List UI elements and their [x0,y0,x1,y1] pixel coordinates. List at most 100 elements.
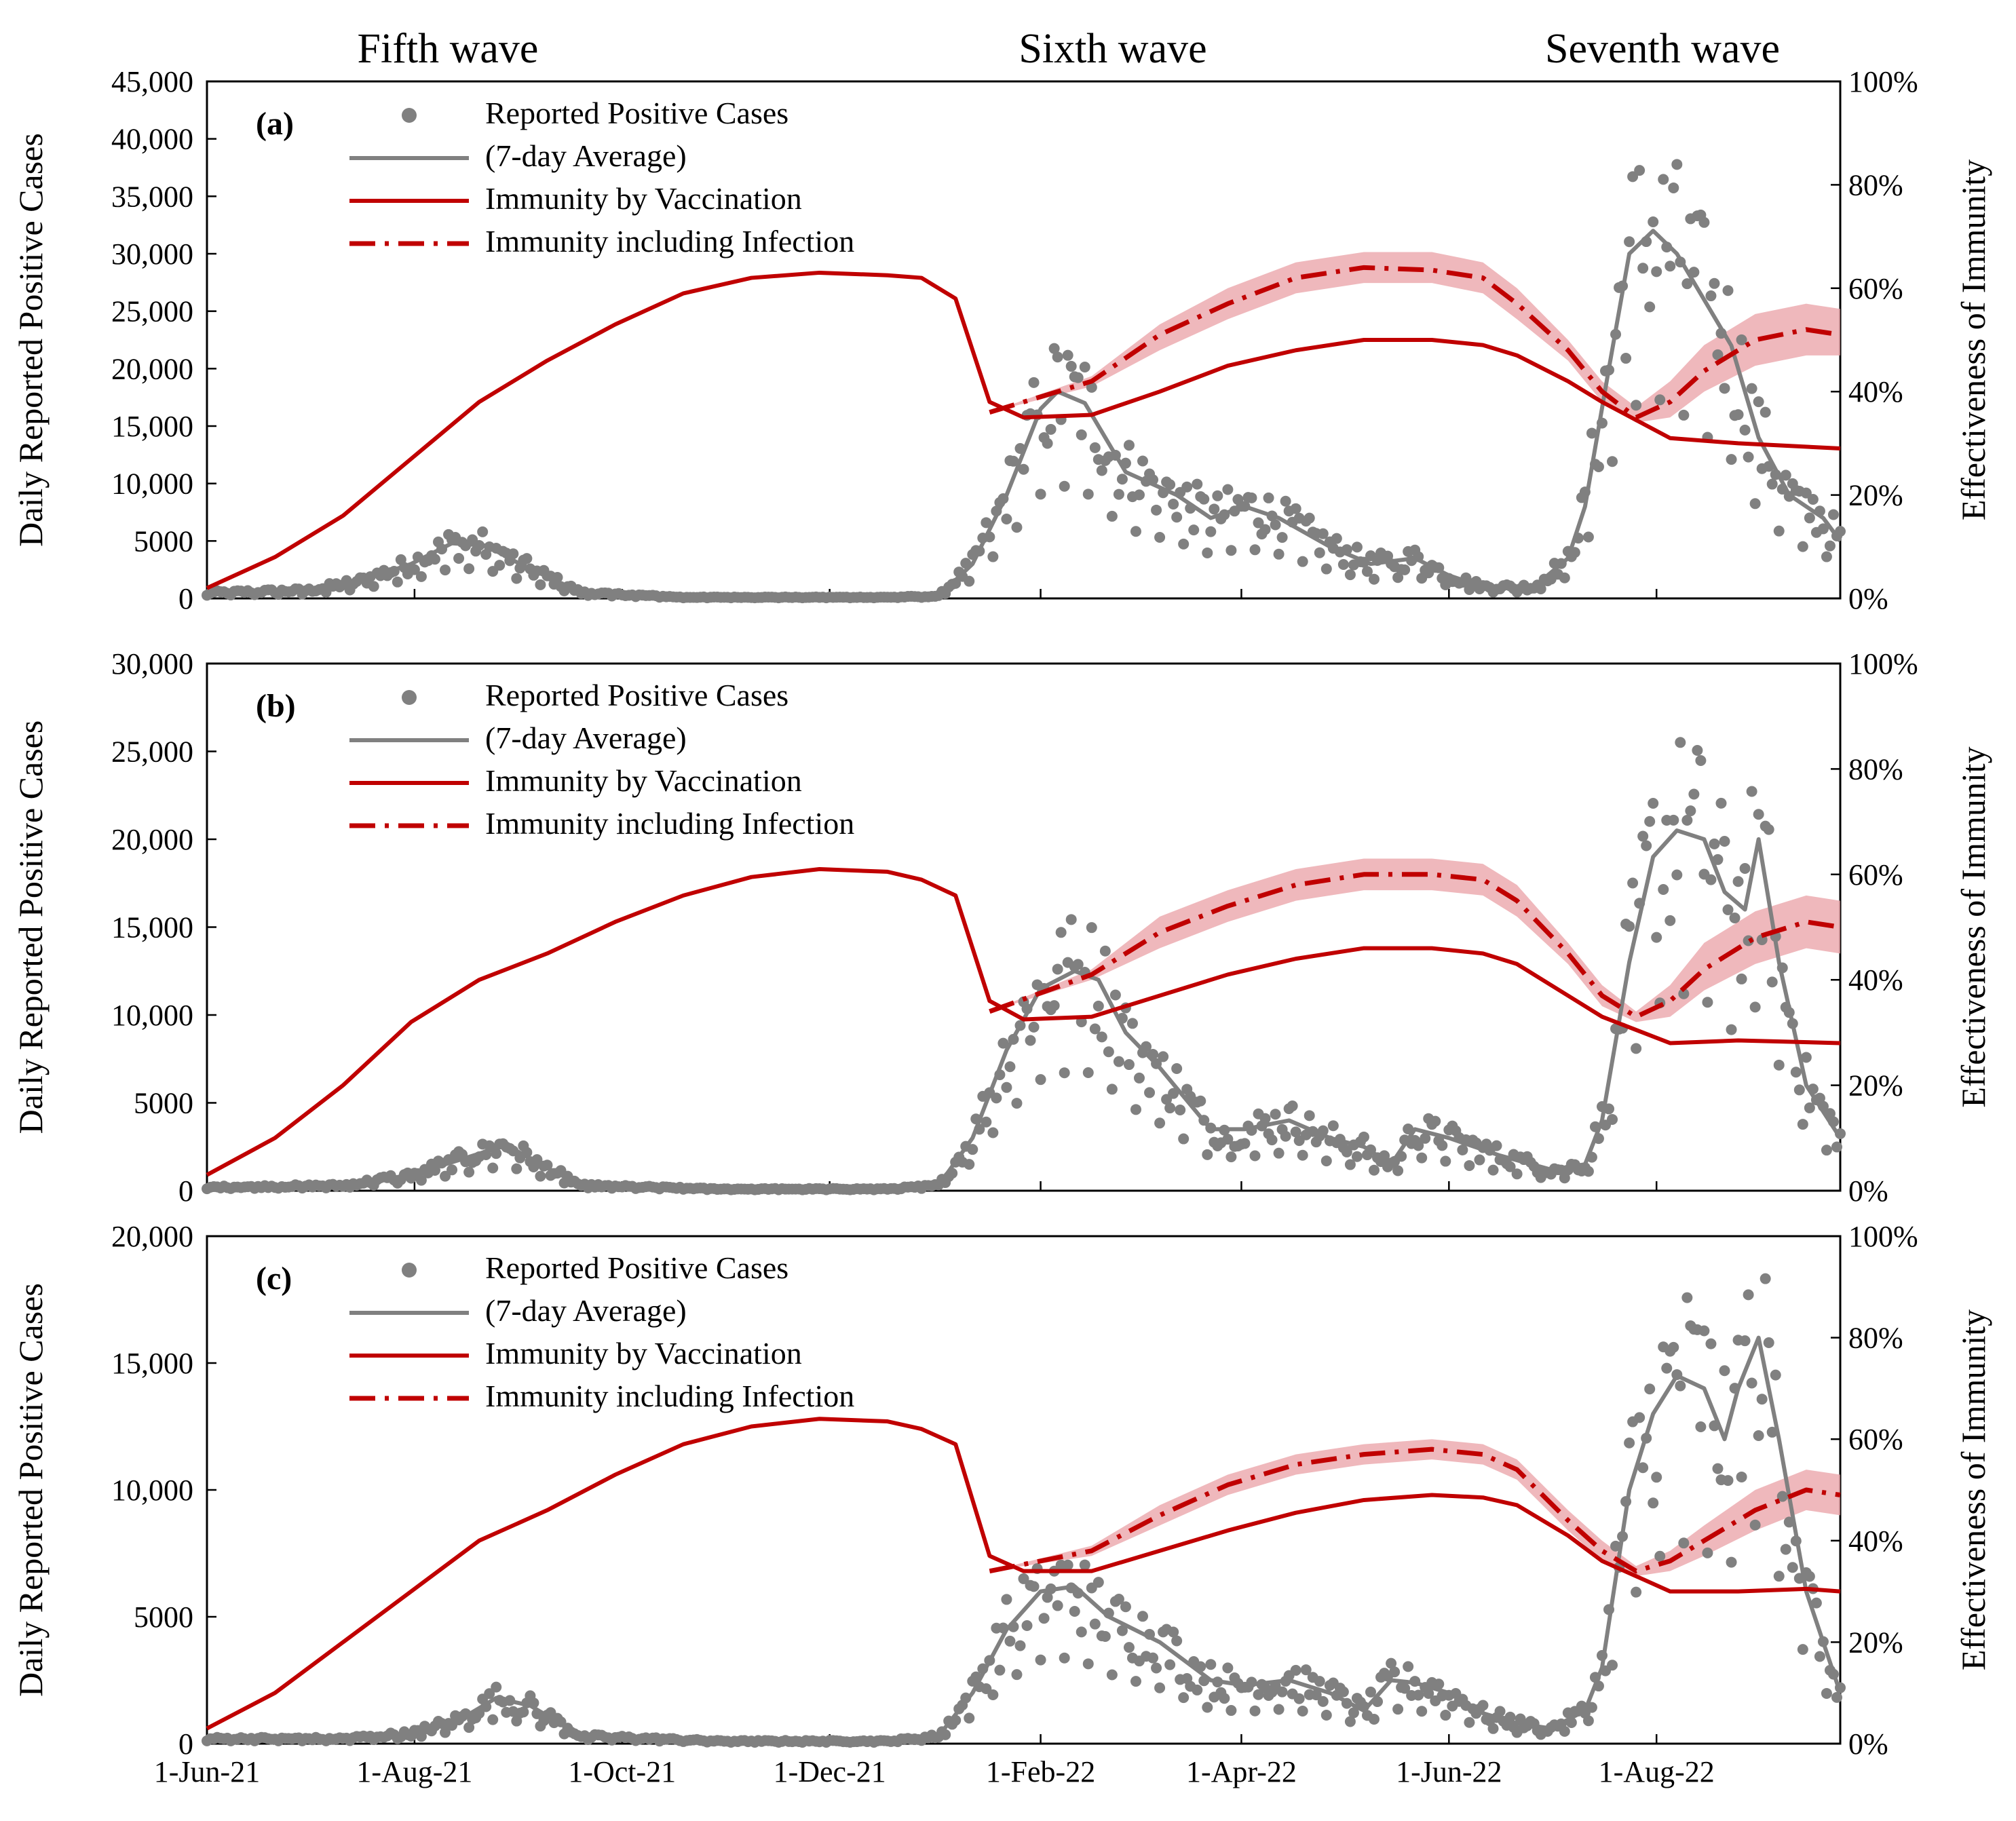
reported-case-point [1658,174,1669,185]
y2-tick-label: 40% [1848,1525,1903,1558]
reported-case-point [1164,1103,1176,1114]
reported-case-point [1824,540,1836,552]
reported-case-point [1365,1686,1376,1698]
y2-tick-label: 40% [1848,963,1903,997]
reported-case-point [1668,182,1679,193]
reported-case-point [1641,840,1652,851]
reported-case-point [1746,383,1757,394]
reported-case-point [1113,1056,1124,1067]
reported-case-point [1416,1152,1428,1164]
reported-case-point [1195,1095,1206,1107]
legend-label: (7-day Average) [485,138,687,173]
reported-case-point [1280,495,1291,507]
reported-case-point [1644,301,1656,313]
reported-case-point [415,571,427,582]
reported-case-point [1722,904,1734,915]
reported-case-point [1773,1571,1785,1582]
reported-case-point [1011,1669,1023,1681]
y2-tick-label: 60% [1848,858,1903,892]
y-tick-label: 25,000 [111,735,193,769]
reported-case-point [1658,884,1669,896]
reported-case-point [1116,474,1128,485]
y-tick-label: 30,000 [111,237,193,271]
reported-case-point [981,517,992,529]
reported-case-point [1320,563,1332,575]
reported-case-point [1756,1394,1768,1405]
reported-case-point [1099,1630,1111,1642]
reported-case-point [1627,877,1639,889]
reported-case-point [487,1714,499,1725]
reported-case-point [1147,1652,1159,1664]
reported-case-point [1671,869,1683,881]
reported-case-point [1749,1519,1761,1531]
reported-case-point [1106,1084,1118,1095]
reported-case-point [392,576,403,588]
reported-case-point [1008,455,1019,467]
reported-case-point [1314,547,1325,558]
reported-case-point [1059,1652,1070,1664]
y2-tick-label: 80% [1848,1322,1903,1355]
reported-case-point [1392,1165,1404,1176]
reported-case-point [1069,1606,1080,1617]
reported-case-point [1222,484,1234,495]
reported-case-point [1821,1145,1832,1156]
reported-case-point [1137,455,1149,467]
reported-case-point [1651,1472,1662,1483]
reported-case-point [1205,1659,1217,1670]
reported-case-point [1028,1021,1040,1033]
reported-case-point [1059,1067,1070,1079]
y2-tick-label: 60% [1848,272,1903,305]
reported-case-point [981,1116,992,1128]
immunity-infection-band [989,1439,1840,1577]
reported-case-point [1440,1710,1451,1721]
reported-case-point [518,1706,529,1718]
immunity-vaccination-line [206,1417,1841,1731]
reported-case-point [1804,1102,1815,1113]
reported-case-point [1681,1292,1693,1303]
reported-case-point [1369,1714,1380,1725]
reported-case-point [1620,353,1632,364]
reported-case-point [1181,481,1193,493]
reported-case-point [1287,1100,1298,1112]
reported-case-point [1709,838,1720,849]
reported-case-point [1695,1421,1707,1433]
reported-case-point [1631,400,1642,411]
reported-case-point [1113,1594,1124,1605]
reported-case-point [1168,1088,1179,1099]
reported-case-point [1797,541,1808,552]
legend-marker-points [402,1263,417,1278]
reported-case-point [1440,1155,1451,1167]
reported-case-point [1787,1562,1798,1573]
reported-case-point [1804,1571,1815,1582]
reported-case-point [1052,351,1063,363]
y-axis-label: Daily Reported Positive Cases [12,133,50,547]
reported-case-point [1817,523,1829,535]
immunity-infection-line [989,265,1841,420]
reported-case-point [1743,451,1754,463]
legend: Reported Positive Cases (7-day Average) Im… [349,96,854,258]
legend-label: Reported Positive Cases [485,1250,788,1285]
reported-case-point [1420,1132,1431,1144]
reported-case-point [463,1166,475,1178]
reported-case-point [1369,573,1380,585]
reported-case-point [1386,1657,1397,1669]
reported-case-point [1702,997,1713,1008]
reported-case-point [1351,1151,1363,1162]
reported-case-point [1511,1168,1523,1180]
reported-case-point [1715,797,1727,809]
y2-tick-label: 100% [1848,1220,1918,1253]
reported-case-point [1062,1559,1073,1571]
reported-case-point [1273,1704,1285,1715]
reported-case-point [1719,836,1730,847]
y2-tick-label: 80% [1848,168,1903,202]
reported-case-point [1665,915,1676,926]
reported-case-point [1192,478,1203,490]
reported-case-point [1035,488,1046,500]
wave-label-seventh: Seventh wave [1545,26,1780,72]
reported-case-point [1011,522,1023,533]
reported-case-point [535,579,546,590]
reported-case-point [1607,1113,1618,1125]
reported-case-point [1219,1693,1230,1704]
reported-case-point [1654,394,1666,406]
reported-case-point [440,1170,451,1182]
